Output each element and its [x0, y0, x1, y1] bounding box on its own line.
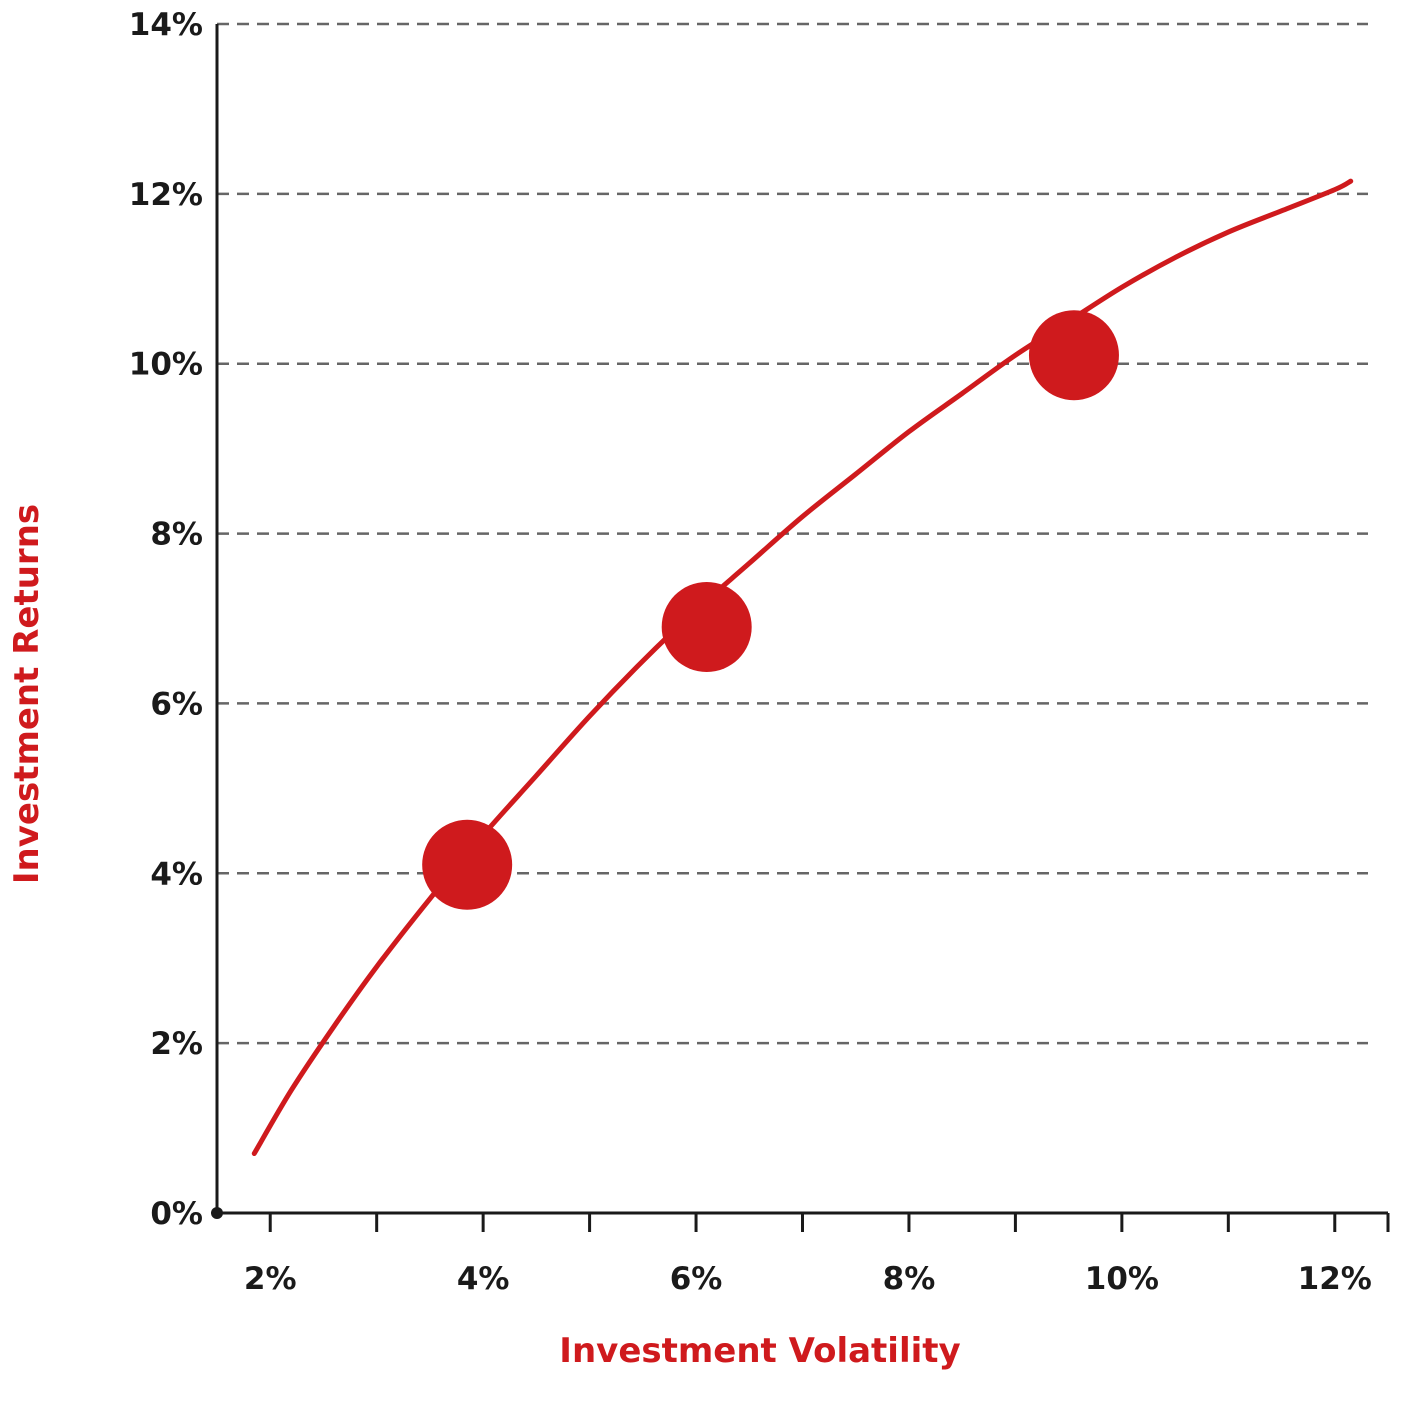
y-tick-label: 6% — [150, 686, 203, 722]
series-line — [251, 178, 1354, 1157]
y-tick-label: 10% — [129, 347, 203, 383]
y-tick-label: 12% — [129, 177, 203, 213]
x-axis-ticks: 2% 4% 6% 8% 10% 12% — [244, 1213, 1390, 1297]
x-tick-label: 2% — [244, 1261, 297, 1297]
x-tick-label: 12% — [1298, 1261, 1372, 1297]
gridlines — [217, 22, 1368, 1045]
x-axis-title: Investment Volatility — [559, 1331, 960, 1371]
series — [251, 178, 1354, 1157]
highlight-point — [422, 819, 513, 910]
y-tick-label: 4% — [150, 856, 203, 892]
y-tick-label: 8% — [150, 517, 203, 553]
origin-dot — [211, 1207, 223, 1219]
y-tick-label: 0% — [150, 1196, 203, 1232]
y-axis-ticks: 0% 2% 4% 6% 8% 10% 12% 14% — [129, 7, 203, 1232]
highlighted-points — [422, 310, 1119, 910]
x-tick-label: 4% — [457, 1261, 510, 1297]
y-tick-label: 2% — [150, 1026, 203, 1062]
highlight-point — [1028, 310, 1119, 401]
x-tick-label: 8% — [883, 1261, 936, 1297]
axes — [211, 24, 1388, 1219]
x-tick-label: 6% — [670, 1261, 723, 1297]
y-tick-label: 14% — [129, 7, 203, 43]
x-tick-label: 10% — [1085, 1261, 1159, 1297]
y-axis-title: Investment Returns — [7, 504, 47, 884]
highlight-point — [661, 581, 752, 672]
